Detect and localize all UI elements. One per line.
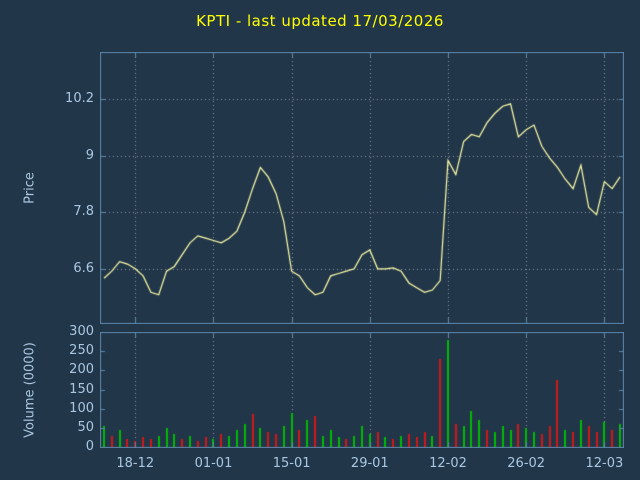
x-axis-tick-label: 15-01: [272, 456, 311, 471]
volume-y-tick-label: 300: [69, 324, 94, 339]
price-axis-label: Price: [22, 172, 38, 204]
price-y-tick-label: 7.8: [73, 204, 94, 220]
price-y-tick-label: 10.2: [65, 91, 94, 107]
price-y-tick-label: 9: [85, 147, 94, 163]
volume-bar-chart: [100, 332, 624, 448]
volume-axis-label: Volume (0000): [22, 342, 38, 438]
x-axis-tick-label: 12-03: [585, 456, 624, 471]
volume-y-tick-label: 150: [69, 381, 94, 397]
volume-y-tick-label: 100: [69, 400, 94, 416]
x-axis-tick-label: 29-01: [350, 456, 389, 471]
x-axis-tick-label: 18-12: [116, 456, 155, 471]
x-axis-tick-label: 01-01: [194, 456, 233, 471]
volume-y-tick-label: 0: [85, 439, 94, 454]
price-line-chart: [100, 52, 624, 324]
volume-y-tick-label: 200: [69, 362, 94, 378]
price-y-tick-label: 6.6: [73, 260, 94, 276]
x-axis-tick-label: 12-02: [429, 456, 467, 471]
volume-y-tick-label: 250: [69, 343, 94, 359]
x-axis-tick-label: 26-02: [507, 456, 546, 471]
chart-title: KPTI - last updated 17/03/2026: [196, 12, 444, 30]
volume-y-tick-label: 50: [77, 419, 94, 435]
